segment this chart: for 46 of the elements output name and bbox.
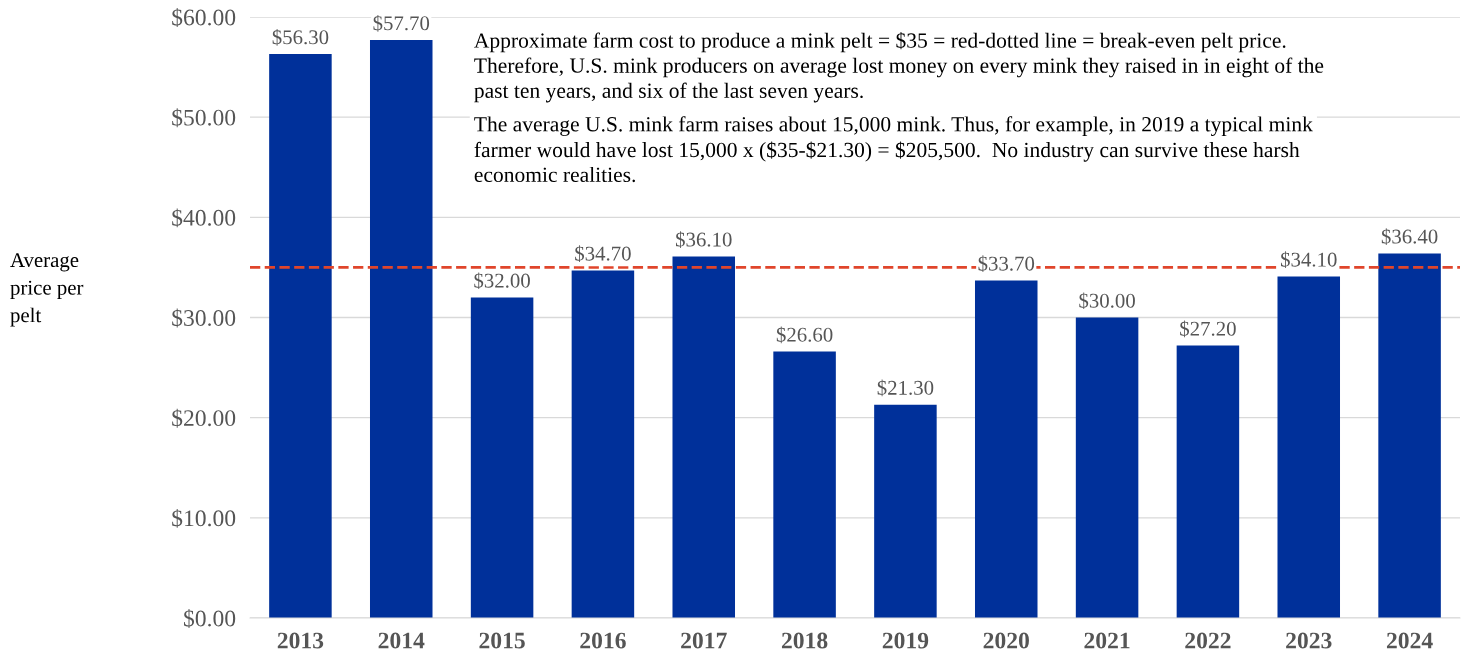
bar [1075, 317, 1139, 618]
data-label: $30.00 [1079, 292, 1135, 310]
data-label: $26.60 [776, 326, 833, 344]
y-tick-label: $60.00 [172, 8, 236, 27]
x-tick-label: 2015 [479, 632, 525, 649]
x-tick-label: 2021 [1084, 632, 1130, 649]
data-label: $56.30 [272, 28, 329, 46]
x-tick-label: 2022 [1185, 632, 1231, 649]
y-tick-label: $0.00 [184, 609, 236, 628]
y-tick-label: $20.00 [172, 408, 236, 428]
data-label: $32.00 [474, 272, 530, 290]
x-tick-label: 2018 [781, 632, 828, 649]
bar [1378, 253, 1441, 618]
y-tick-label: $50.00 [172, 108, 236, 128]
x-tick-label: 2020 [983, 632, 1029, 649]
bar [571, 270, 635, 618]
data-label: $33.70 [978, 255, 1035, 273]
bar [974, 280, 1038, 618]
bar [773, 351, 836, 618]
x-tick-label: 2013 [277, 632, 324, 649]
x-tick-label: 2019 [882, 632, 929, 649]
data-label: $36.40 [1381, 228, 1438, 245]
data-label: $36.10 [676, 231, 732, 248]
bar [269, 54, 332, 618]
data-label: $27.20 [1180, 320, 1236, 338]
y-tick-label: $30.00 [172, 308, 236, 328]
bar [470, 297, 534, 618]
data-label: $34.70 [575, 245, 631, 263]
x-tick-label: 2024 [1386, 632, 1433, 649]
x-tick-label: 2014 [378, 632, 425, 649]
annotation: Approximate farm cost to produce a mink pelt = $35 = red-dotted line = break-even pelt price. Therefore, U.S. mink producers on average lost money on every mink they raised in in eight of the past ten years, and six of the last seven years. [474, 32, 1324, 103]
x-tick-label: 2023 [1286, 632, 1332, 649]
y-axis-title: Average price per pelt [10, 253, 84, 327]
bar [874, 404, 937, 618]
x-tick-label: 2017 [681, 632, 727, 649]
bar [672, 256, 736, 618]
bar [1176, 345, 1240, 618]
data-label: $34.10 [1281, 251, 1337, 269]
data-label: $57.70 [373, 14, 430, 32]
y-tick-label: $40.00 [172, 208, 236, 228]
x-tick-label: 2016 [580, 632, 626, 649]
data-label: $21.30 [877, 379, 934, 397]
y-tick-label: $10.00 [172, 508, 236, 528]
bar [369, 40, 433, 618]
bar [1277, 276, 1341, 618]
annotation: The average U.S. mink farm raises about 15,000 mink. Thus, for example, in 2019 a typical mink farmer would have lost 15,000 x ($35-$21.30) = $205,500. No industry can survive these harsh economic realities. [474, 116, 1313, 183]
